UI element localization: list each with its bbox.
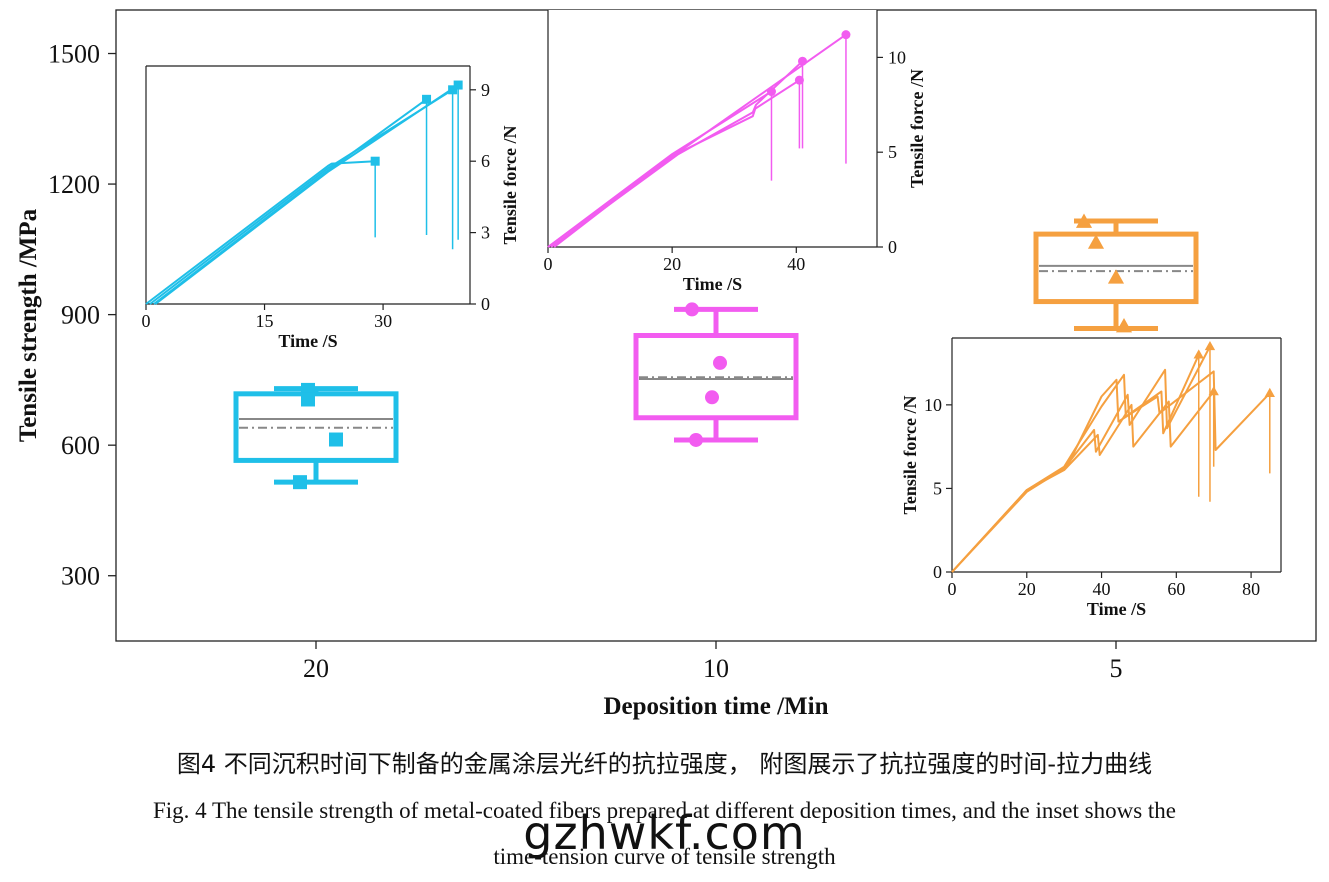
inset-y-tick-label: 9 [481,80,490,100]
y-tick-label: 900 [61,301,100,330]
inset-series-line [550,60,804,248]
inset-x-tick-label: 30 [374,311,392,331]
inset-x-title: Time /S [1087,599,1146,619]
inset-series-s4 [547,30,851,248]
inset-y-title: Tensile force /N [907,69,927,188]
inset-break-marker [370,156,380,166]
y-tick-label: 300 [61,562,100,591]
inset-x-tick-label: 15 [256,311,274,331]
inset-y-tick-label: 10 [924,395,942,415]
inset-y-tick-label: 10 [888,47,906,67]
data-point [301,392,315,407]
inset-background [952,338,1281,572]
y-tick-label: 1500 [48,40,100,69]
inset-x-tick-label: 40 [787,254,805,274]
inset-series-line [547,33,847,248]
x-axis-title: Deposition time /Min [604,693,829,720]
inset-x-tick-label: 0 [948,579,957,599]
y-tick-label: 1200 [48,170,100,199]
inset-break-marker [453,80,463,90]
data-point [1075,213,1093,228]
caption-chinese: 图4 不同沉积时间下制备的金属涂层光纤的抗拉强度， 附图展示了抗拉强度的时间-拉… [176,750,1153,778]
inset-series-s1 [145,156,380,305]
x-tick-label: 20 [303,654,329,683]
inset-x-tick-label: 80 [1242,579,1260,599]
inset-x-tick-label: 20 [1018,579,1036,599]
box-iqr [633,333,799,421]
inset-series-line [951,390,1215,573]
inset-x-tick-label: 40 [1093,579,1111,599]
inset-y-tick-label: 6 [481,151,490,171]
inset-x-tick-label: 20 [663,254,681,274]
watermark: gzhwkf.com [523,806,806,860]
inset-y-tick-label: 0 [481,294,490,314]
data-point [329,432,343,447]
inset-x-title: Time /S [278,331,337,351]
data-point [705,390,719,405]
data-point [685,302,699,317]
data-point [1107,269,1125,284]
inset-y-tick-label: 0 [888,237,897,257]
y-axis-title: Tensile strength /MPa [15,208,42,442]
box-group-5 [1033,213,1199,333]
inset-y-title: Tensile force /N [900,396,920,515]
inset-x-title: Time /S [683,274,742,294]
inset-break-marker [1264,387,1275,397]
box-group-10 [633,302,799,447]
x-tick-label: 5 [1110,654,1123,683]
inset-break-marker [794,75,804,85]
caption-english-line2: time-tension curve of tensile strength [493,844,836,869]
inset-y-tick-label: 3 [481,223,490,243]
inset-series-line [145,160,376,305]
caption-english-line1: Fig. 4 The tensile strength of metal-coa… [152,798,1177,823]
inset20: 0 15 30 Time /S 0 3 6 9 Tensile force /N [142,65,520,351]
inset-x-tick-label: 0 [544,254,553,274]
data-point [293,475,307,490]
data-point [713,355,727,370]
data-point [1087,234,1105,249]
data-point [1115,317,1133,333]
inset-break-marker [1193,349,1204,359]
y-tick-label: 600 [61,431,100,460]
inset-y-tick-label: 0 [933,562,942,582]
data-point [689,432,703,447]
inset-break-marker [1204,340,1216,351]
inset-break-marker [422,94,432,104]
inset-series-s4 [951,370,1275,573]
inset-y-tick-label: 5 [888,142,897,162]
inset-break-marker [841,30,851,40]
box-iqr [233,391,399,463]
x-tick-label: 10 [703,654,729,683]
inset-series-line [154,84,459,305]
inset-y-title: Tensile force /N [500,126,520,245]
inset-y-tick-label: 5 [933,478,942,498]
inset-series-s4 [154,80,463,305]
inset-series-line [951,370,1271,573]
inset-x-tick-label: 0 [142,311,151,331]
box-iqr [1033,231,1199,305]
inset-x-tick-label: 60 [1167,579,1185,599]
box-group-20 [233,382,399,490]
